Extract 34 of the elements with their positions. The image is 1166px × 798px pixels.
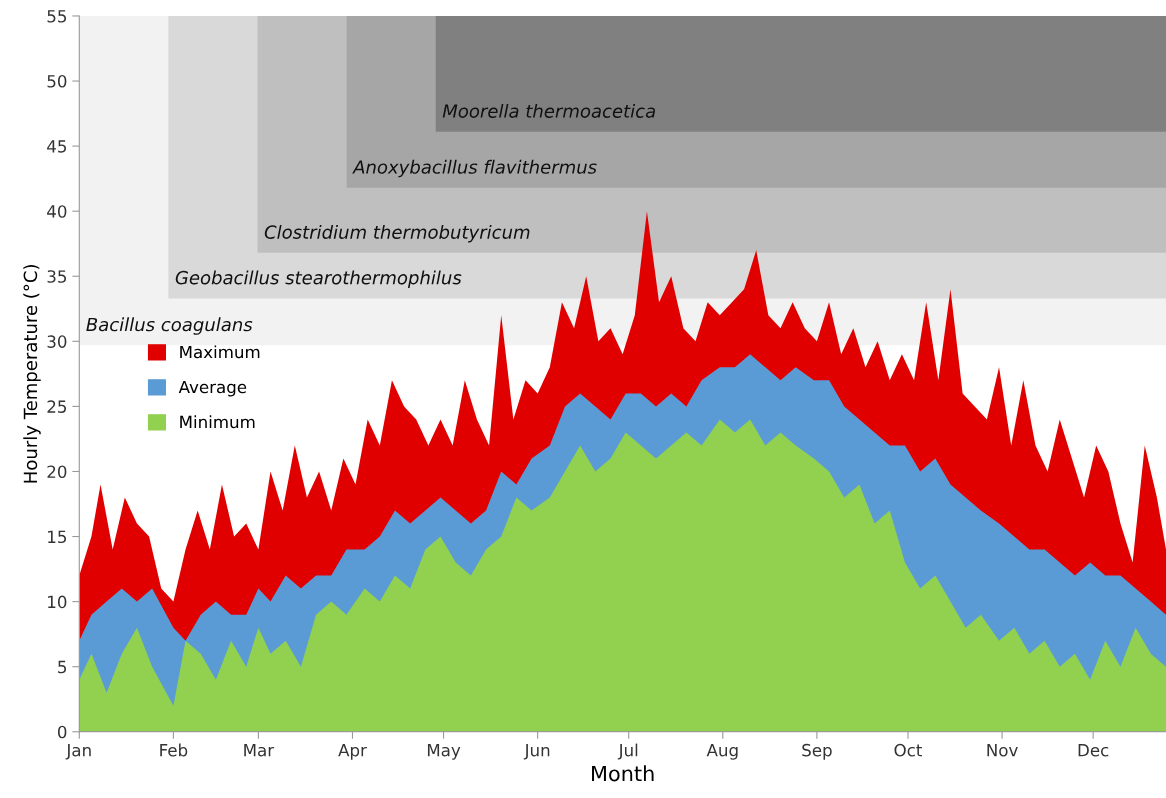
x-tick-label: Sep [802,743,832,760]
y-tick-label: 25 [47,400,67,413]
x-tick-label: Jul [617,743,638,760]
band-label: Clostridium thermobutyricum [264,224,530,243]
y-tick-label: 50 [47,75,67,88]
band-label: Geobacillus stearothermophilus [175,270,462,288]
x-tick-label: Feb [160,743,188,757]
x-tick-label: Apr [338,744,367,760]
x-tick-label: Dec [1078,744,1109,757]
legend-label: Minimum [180,415,255,429]
y-tick-label: 35 [47,270,67,283]
legend-label: Average [178,380,247,397]
y-tick-label: 20 [47,465,67,479]
y-tick-label: 55 [47,10,67,23]
x-tick-label: Nov [987,744,1018,757]
y-tick-label: 5 [58,660,67,674]
y-axis-title: Hourly Temperature (°C) [23,265,41,483]
x-tick-label: Jun [523,744,550,760]
x-axis-title: Month [592,765,654,782]
x-tick-label: Oct [894,743,922,757]
y-tick-label: 15 [48,530,67,544]
y-tick-label: 10 [48,595,67,609]
y-tick-label: 30 [47,335,67,348]
y-tick-label: 0 [57,725,67,739]
y-tick-label: 40 [47,205,67,218]
legend-label: Maximum [180,345,260,359]
band-label: Bacillus coagulans [86,317,253,335]
band-label: Moorella thermoacetica [442,103,655,118]
y-tick-label: 45 [47,140,67,153]
band-label: Anoxybacillus flavithermus [352,159,597,178]
x-tick-label: May [427,744,461,760]
x-tick-label: Jan [65,744,91,760]
x-tick-label: Mar [244,744,275,757]
x-tick-label: Aug [706,744,738,760]
